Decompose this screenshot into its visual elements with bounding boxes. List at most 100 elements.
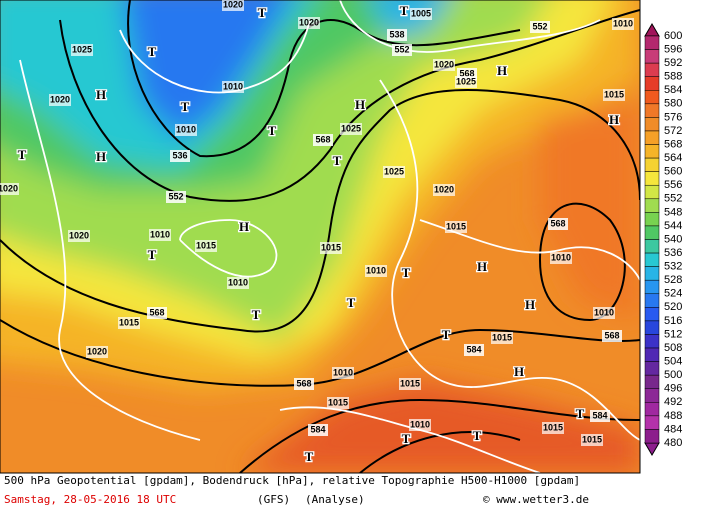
- legend-cell: [644, 117, 660, 132]
- legend-cell: [644, 62, 660, 77]
- contour-label: 1020: [434, 59, 454, 69]
- pressure-center: T: [268, 123, 277, 138]
- label-box: [313, 134, 333, 146]
- label-box: [548, 218, 568, 230]
- contour-label: 1010: [176, 124, 196, 134]
- legend-label: 532: [664, 261, 682, 273]
- pressure-center: T: [148, 44, 157, 59]
- contour-label: 1015: [492, 332, 512, 342]
- label-box: [409, 419, 431, 431]
- pressure-center: H: [96, 87, 106, 102]
- legend-cell: [644, 225, 660, 240]
- contour-label: 568: [604, 330, 619, 340]
- label-box: [445, 221, 467, 233]
- contour-label: 1010: [613, 18, 633, 28]
- contour-label: 1015: [543, 422, 563, 432]
- contour-label: 1010: [333, 367, 353, 377]
- legend-cell: [644, 279, 660, 295]
- contour-label: 1015: [582, 434, 602, 444]
- label-box: [166, 191, 186, 203]
- contour-label: 1025: [341, 123, 361, 133]
- contour-label: 552: [532, 21, 547, 31]
- legend-label: 528: [664, 274, 682, 286]
- label-box: [294, 378, 314, 390]
- pressure-center: T: [473, 428, 482, 443]
- contour-label: 584: [466, 344, 481, 354]
- pressure-center: H: [497, 63, 507, 78]
- legend-label: 576: [664, 111, 682, 123]
- contour-label: 1015: [196, 240, 216, 250]
- legend-label: 488: [664, 410, 682, 422]
- label-box: [590, 410, 610, 422]
- legend-cell: [644, 429, 660, 444]
- pressure-center: T: [252, 307, 261, 322]
- label-box: [550, 252, 572, 264]
- label-box: [581, 434, 603, 446]
- label-box: [227, 277, 249, 289]
- contour-label: 1020: [223, 0, 243, 9]
- contour-label: 1010: [410, 419, 430, 429]
- legend-label: 480: [664, 437, 682, 449]
- label-box: [327, 397, 349, 409]
- pressure-center: T: [305, 449, 314, 464]
- label-box: [222, 81, 244, 93]
- label-box: [147, 307, 167, 319]
- legend-cell: [644, 320, 660, 335]
- legend-label: 492: [664, 396, 682, 408]
- label-box: [603, 89, 625, 101]
- contour-label: 1015: [446, 221, 466, 231]
- contour-label: 1015: [328, 397, 348, 407]
- legend-cell: [644, 157, 660, 172]
- label-box: [332, 367, 354, 379]
- legend-cell: [644, 361, 660, 376]
- legend-label: 548: [664, 206, 682, 218]
- pressure-center: T: [347, 295, 356, 310]
- legend-label: 560: [664, 166, 682, 178]
- legend-cell: [644, 76, 660, 91]
- contour-label: 1020: [69, 230, 89, 240]
- legend-cell: [644, 266, 660, 281]
- legend-label: 544: [664, 220, 682, 232]
- label-box: [455, 76, 477, 88]
- contour-label: 1010: [366, 265, 386, 275]
- legend-cell: [644, 130, 660, 145]
- legend-label: 580: [664, 98, 682, 110]
- legend-cell: [644, 49, 660, 64]
- legend-label: 600: [664, 30, 682, 42]
- legend-label: 540: [664, 233, 682, 245]
- contour-label: 1015: [400, 378, 420, 388]
- legend-label: 572: [664, 125, 682, 137]
- legend-label: 496: [664, 383, 682, 395]
- contour-label: 1010: [223, 81, 243, 91]
- contour-label: 1025: [384, 166, 404, 176]
- label-box: [365, 265, 387, 277]
- legend-label: 508: [664, 342, 682, 354]
- pressure-center: H: [514, 364, 524, 379]
- pressure-center: T: [400, 3, 409, 18]
- label-box: [392, 44, 412, 56]
- label-box: [68, 230, 90, 242]
- legend-label: 504: [664, 356, 682, 368]
- legend-label: 588: [664, 71, 682, 83]
- label-box: [433, 184, 455, 196]
- label-box: [602, 330, 622, 342]
- legend-cell: [644, 252, 660, 267]
- contour-label: 1015: [604, 89, 624, 99]
- legend-label: 592: [664, 57, 682, 69]
- legend-cell: [644, 374, 660, 389]
- contour-label: 552: [394, 44, 409, 54]
- label-box: [175, 124, 197, 136]
- label-box: [298, 17, 320, 29]
- legend-cell: [644, 239, 660, 254]
- contour-label: 568: [459, 68, 474, 78]
- label-box: [530, 21, 550, 33]
- label-box: [195, 240, 217, 252]
- label-box: [410, 8, 432, 20]
- contour-label: 1020: [0, 183, 18, 193]
- legend-cell: [644, 415, 660, 430]
- pressure-center: T: [148, 247, 157, 262]
- pressure-center: H: [525, 297, 535, 312]
- contour-label: 584: [310, 424, 325, 434]
